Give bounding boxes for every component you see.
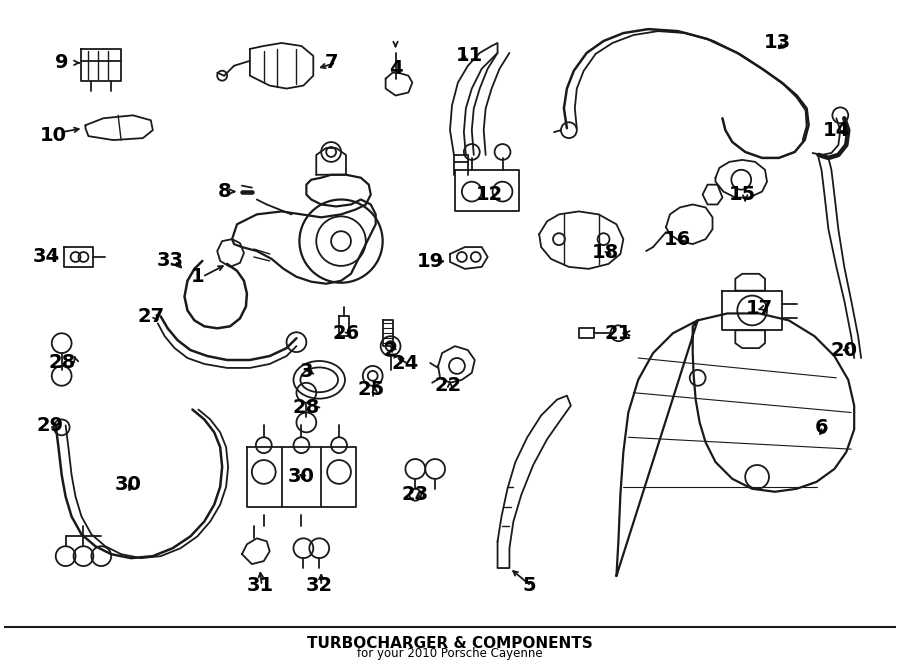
Text: 31: 31 bbox=[247, 577, 274, 595]
Text: 3: 3 bbox=[300, 362, 313, 381]
Text: 32: 32 bbox=[306, 577, 333, 595]
Text: 27: 27 bbox=[138, 307, 165, 326]
Text: 20: 20 bbox=[831, 340, 858, 359]
Text: 22: 22 bbox=[435, 376, 462, 395]
Text: 12: 12 bbox=[476, 185, 503, 204]
Text: 14: 14 bbox=[823, 120, 850, 140]
Text: 28: 28 bbox=[292, 398, 320, 417]
Text: 23: 23 bbox=[401, 485, 429, 504]
Text: 19: 19 bbox=[417, 252, 444, 271]
Text: 34: 34 bbox=[32, 248, 59, 267]
Text: 5: 5 bbox=[522, 577, 536, 595]
Text: 25: 25 bbox=[357, 380, 384, 399]
Text: 4: 4 bbox=[389, 60, 402, 78]
Text: 33: 33 bbox=[158, 252, 184, 271]
Text: 21: 21 bbox=[605, 324, 632, 343]
Text: 29: 29 bbox=[36, 416, 63, 435]
Text: 1: 1 bbox=[191, 267, 204, 286]
Text: 6: 6 bbox=[814, 418, 828, 437]
Text: 30: 30 bbox=[288, 467, 315, 487]
Text: 15: 15 bbox=[729, 185, 756, 204]
Text: for your 2010 Porsche Cayenne: for your 2010 Porsche Cayenne bbox=[357, 647, 543, 660]
Text: 17: 17 bbox=[745, 299, 772, 318]
Text: 18: 18 bbox=[592, 242, 619, 261]
Text: 2: 2 bbox=[383, 340, 398, 359]
Text: 10: 10 bbox=[40, 126, 68, 144]
Text: 28: 28 bbox=[48, 354, 76, 373]
Text: 11: 11 bbox=[456, 46, 483, 66]
Text: 9: 9 bbox=[55, 54, 68, 72]
Text: 7: 7 bbox=[324, 54, 338, 72]
Text: 24: 24 bbox=[392, 354, 419, 373]
Text: 16: 16 bbox=[664, 230, 691, 249]
Text: 8: 8 bbox=[217, 182, 231, 201]
Text: TURBOCHARGER & COMPONENTS: TURBOCHARGER & COMPONENTS bbox=[307, 636, 593, 651]
Text: 26: 26 bbox=[332, 324, 360, 343]
Text: 13: 13 bbox=[763, 34, 790, 52]
Text: 30: 30 bbox=[114, 475, 141, 495]
